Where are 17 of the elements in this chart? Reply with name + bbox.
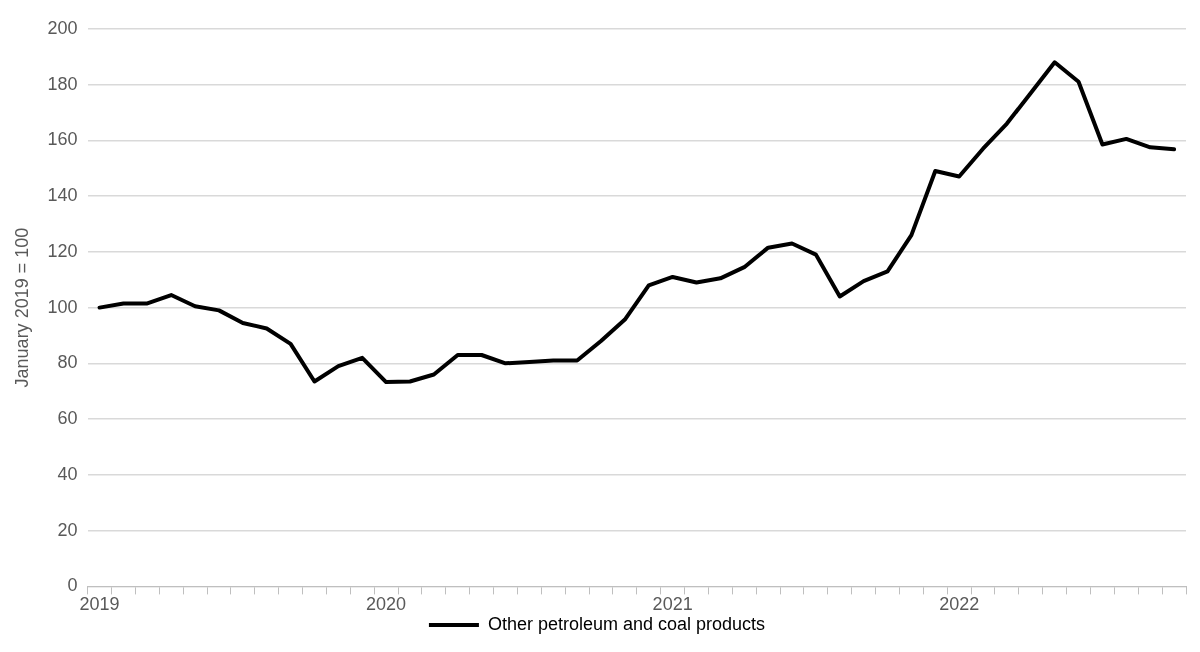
y-tick-label: 20 [57, 519, 78, 540]
x-tick-label: 2021 [652, 594, 693, 615]
y-tick-label: 140 [47, 185, 78, 206]
y-tick-label: 0 [67, 575, 78, 596]
y-tick-label: 60 [57, 408, 78, 429]
legend-label: Other petroleum and coal products [487, 613, 766, 634]
y-tick-label: 40 [57, 463, 78, 484]
y-tick-label: 80 [57, 352, 78, 373]
x-tick-label: 2022 [939, 594, 980, 615]
y-tick-label: 180 [47, 73, 78, 94]
y-tick-label: 160 [47, 129, 78, 150]
x-tick-label: 2019 [79, 594, 120, 615]
y-tick-label: 200 [47, 17, 78, 38]
y-tick-label: 100 [47, 296, 78, 317]
y-axis-title: January 2019 = 100 [11, 227, 32, 388]
x-tick-label: 2020 [366, 594, 407, 615]
y-tick-label: 120 [47, 240, 78, 261]
